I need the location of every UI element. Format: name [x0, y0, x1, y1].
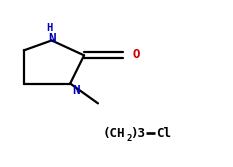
Text: H: H: [46, 23, 52, 33]
Text: )3: )3: [130, 127, 145, 140]
Text: 2: 2: [127, 134, 132, 143]
Text: (CH: (CH: [103, 127, 125, 140]
Text: N: N: [72, 84, 80, 97]
Text: O: O: [132, 48, 140, 61]
Text: N: N: [48, 32, 55, 45]
Text: Cl: Cl: [157, 127, 171, 140]
